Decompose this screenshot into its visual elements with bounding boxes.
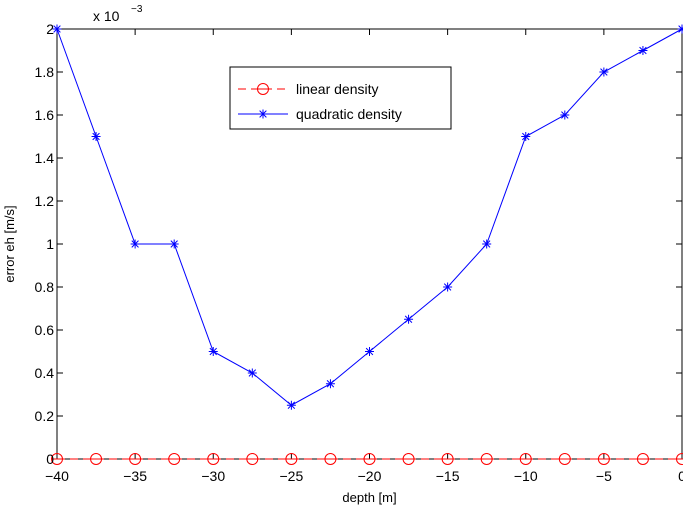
tick-labels: −40 −35 −30 −25 −20 −15 −10 −5 0 0 0.2 0.4 0.6 0.8 1 1.… <box>35 21 683 484</box>
y-tick-label: 2 <box>46 21 54 37</box>
data-point <box>247 368 257 378</box>
data-point <box>207 453 220 465</box>
y-tick-label: 0.8 <box>35 279 55 295</box>
data-point <box>325 379 335 389</box>
data-point <box>52 24 62 34</box>
legend-marker <box>258 109 268 119</box>
x-tick-label: −20 <box>358 468 382 484</box>
data-point <box>168 453 181 465</box>
x-axis-label: depth [m] <box>342 490 396 505</box>
y-tick-label: 1.4 <box>35 150 55 166</box>
data-point <box>597 453 610 465</box>
data-point <box>365 347 374 356</box>
data-point <box>482 239 492 249</box>
y-multiplier: x 10 −3 <box>93 4 143 24</box>
data-point <box>129 453 142 465</box>
x-tick-label: −15 <box>436 468 460 484</box>
legend-marker <box>257 83 269 95</box>
x-tick-label: −5 <box>596 468 612 484</box>
legend-entry: linear density <box>238 81 379 97</box>
series-linear-density <box>51 453 683 465</box>
data-point <box>51 453 63 465</box>
x-tick-label: −35 <box>123 468 147 484</box>
data-point <box>286 400 296 410</box>
y-tick-label: 1.8 <box>35 64 55 80</box>
data-point <box>443 282 453 292</box>
data-point <box>130 239 140 249</box>
x-tick-label: −25 <box>280 468 304 484</box>
legend-entry: quadratic density <box>238 106 402 122</box>
data-point <box>480 453 493 465</box>
y-tick-label: 0 <box>46 451 54 467</box>
x-tick-label: −10 <box>514 468 538 484</box>
y-tick-label: 1.2 <box>35 193 55 209</box>
data-point <box>90 453 103 465</box>
x-tick-label: −40 <box>45 468 69 484</box>
data-point <box>560 110 570 120</box>
data-point <box>404 314 414 324</box>
data-point <box>521 132 531 141</box>
x-tick-label: −30 <box>201 468 225 484</box>
data-point <box>169 239 179 249</box>
data-point <box>324 453 337 465</box>
legend-label: linear density <box>296 81 379 97</box>
y-multiplier-base: x 10 <box>93 8 120 24</box>
x-tick-label: 0 <box>678 468 683 484</box>
data-point <box>676 453 683 465</box>
data-point <box>91 132 101 141</box>
series-layer <box>51 24 683 465</box>
data-point <box>402 453 415 465</box>
data-point <box>638 46 648 55</box>
data-point <box>599 67 609 77</box>
y-tick-label: 0.6 <box>35 322 55 338</box>
data-point <box>677 24 683 34</box>
data-point <box>363 453 376 465</box>
data-point <box>246 453 259 465</box>
legend-label: quadratic density <box>296 106 402 122</box>
data-point <box>519 453 532 465</box>
data-point <box>441 453 454 465</box>
data-point <box>285 453 298 465</box>
series-quadratic-density <box>52 24 683 410</box>
y-tick-label: 1 <box>46 236 54 252</box>
y-tick-label: 0.2 <box>35 408 55 424</box>
y-multiplier-exponent: −3 <box>131 4 143 15</box>
y-axis-label: error eh [m/s] <box>2 205 17 282</box>
data-point <box>208 347 218 356</box>
legend: linear density quadratic density <box>229 66 452 130</box>
data-point <box>558 453 571 465</box>
legend-box <box>229 66 452 130</box>
data-point <box>636 453 649 465</box>
y-tick-label: 0.4 <box>35 365 55 381</box>
y-tick-label: 1.6 <box>35 107 55 123</box>
